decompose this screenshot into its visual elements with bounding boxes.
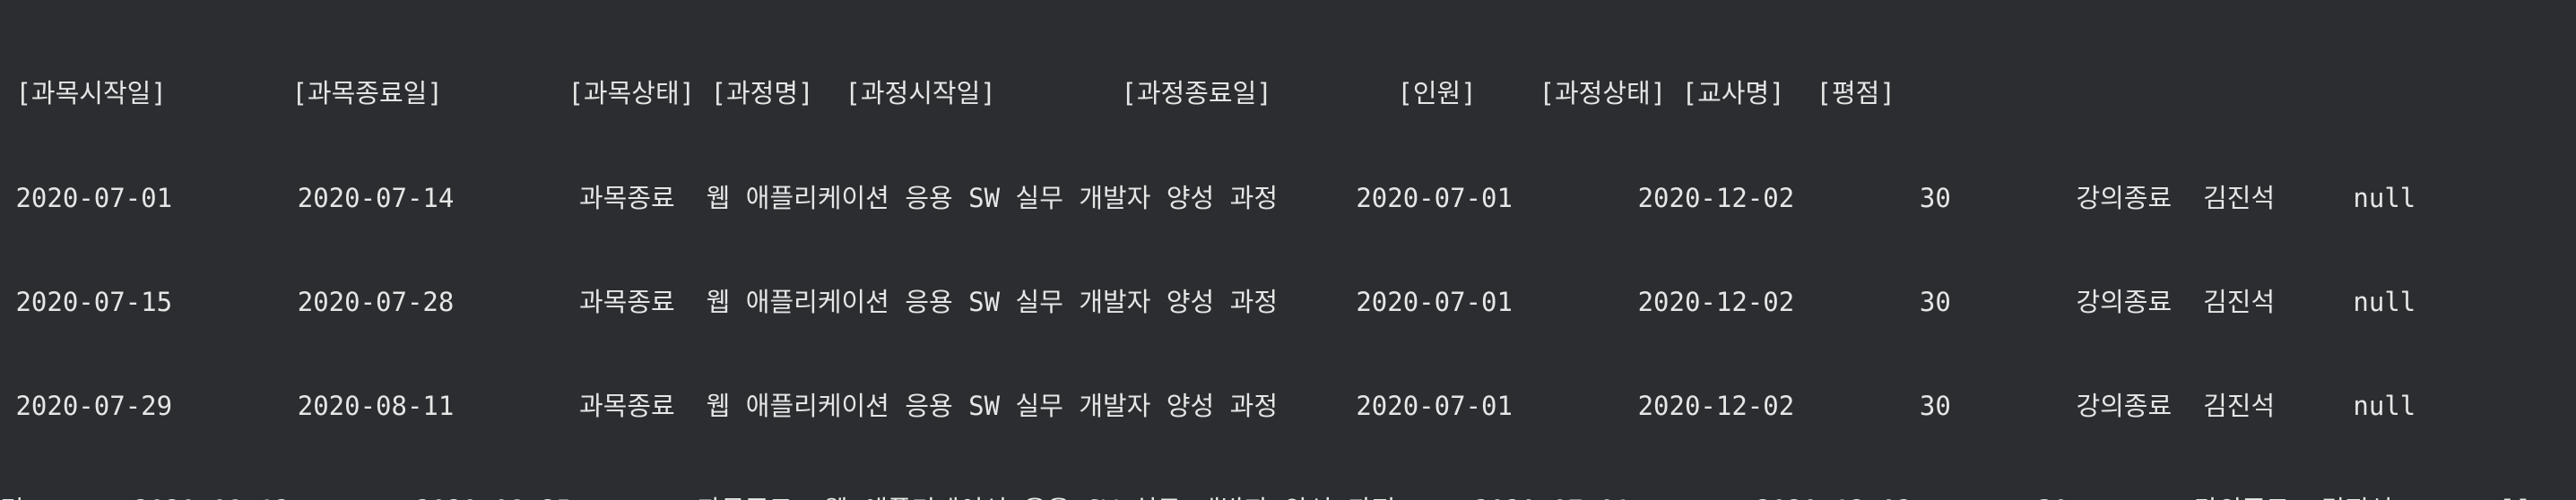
result-row: 밍 2020-08-12 2020-08-25 과목종료 웹 애플리케이션 응용…: [0, 493, 2576, 500]
result-row: 2020-07-15 2020-07-28 과목종료 웹 애플리케이션 응용 S…: [0, 286, 2416, 317]
result-row: 2020-07-29 2020-08-11 과목종료 웹 애플리케이션 응용 S…: [0, 390, 2416, 421]
result-row: 2020-07-01 2020-07-14 과목종료 웹 애플리케이션 응용 S…: [0, 182, 2416, 213]
header-row: [과목시작일] [과목종료일] [과목상태] [과정명] [과정시작일] [과정…: [0, 78, 1895, 109]
